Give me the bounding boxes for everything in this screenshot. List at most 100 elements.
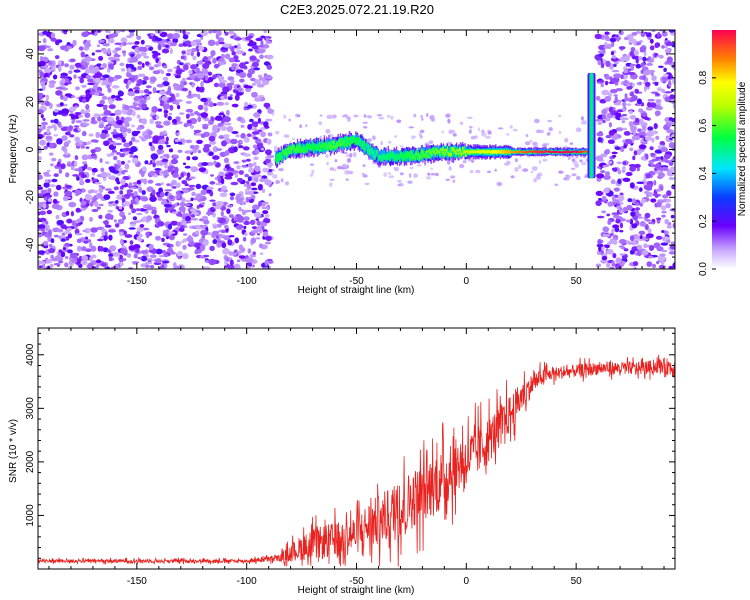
noise-speck — [47, 198, 53, 202]
noise-speck — [249, 118, 254, 123]
band-cell — [315, 146, 317, 149]
noise-speck — [160, 70, 165, 75]
band-cell — [336, 141, 338, 146]
noise-speck — [197, 116, 202, 123]
noise-speck — [43, 182, 50, 188]
noise-speck — [251, 83, 256, 86]
noise-speck — [114, 53, 119, 58]
noise-speck — [184, 40, 191, 45]
noise-speck — [223, 134, 230, 138]
noise-speck — [149, 170, 156, 176]
band-cell — [404, 153, 406, 159]
noise-speck — [611, 228, 615, 234]
band-cell — [329, 139, 332, 148]
noise-speck — [164, 164, 169, 169]
band-cell — [455, 152, 457, 158]
noise-speck — [242, 201, 246, 206]
noise-speck — [607, 219, 612, 225]
noise-speck — [172, 37, 179, 44]
band-cell — [490, 150, 492, 154]
noise-speck — [668, 80, 672, 86]
noise-speck — [43, 172, 50, 175]
noise-speck — [69, 64, 75, 70]
band-cell — [464, 150, 466, 155]
noise-speck — [54, 55, 60, 60]
band-cell — [453, 149, 455, 154]
band-cell — [527, 150, 529, 153]
noise-speck — [184, 183, 189, 187]
noise-speck — [174, 75, 181, 79]
noise-speck — [224, 102, 229, 106]
noise-speck — [164, 208, 169, 213]
noise-speck — [53, 134, 59, 137]
noise-speck — [203, 106, 209, 112]
noise-speck — [183, 203, 191, 207]
noise-speck — [103, 235, 107, 242]
noise-speck — [102, 74, 110, 79]
band-cell — [355, 141, 357, 145]
band-cell — [494, 150, 496, 154]
band-cell — [440, 148, 442, 152]
noise-speck — [45, 259, 50, 264]
scatter-speck — [468, 158, 472, 162]
noise-speck — [194, 144, 200, 150]
scatter-speck — [275, 180, 280, 184]
noise-speck — [636, 41, 642, 46]
noise-speck — [152, 87, 157, 94]
band-cell — [345, 143, 347, 147]
noise-speck — [173, 66, 178, 70]
band-cell — [298, 143, 300, 148]
noise-speck — [618, 46, 626, 50]
noise-speck — [229, 94, 233, 97]
noise-speck — [224, 31, 229, 36]
noise-speck — [260, 147, 265, 151]
noise-speck — [141, 216, 148, 222]
noise-speck — [78, 166, 83, 173]
noise-speck — [91, 116, 96, 122]
noise-speck — [613, 214, 620, 219]
noise-speck — [251, 187, 258, 191]
noise-speck — [637, 128, 642, 133]
noise-speck — [258, 243, 264, 249]
noise-speck — [39, 71, 45, 78]
noise-speck — [179, 138, 185, 143]
band-cell — [384, 150, 386, 156]
scatter-speck — [376, 113, 383, 117]
band-cell — [381, 155, 383, 160]
noise-speck — [231, 64, 235, 71]
band-cell — [292, 144, 295, 147]
band-cell — [364, 139, 366, 150]
noise-speck — [651, 137, 655, 143]
noise-speck — [231, 252, 238, 256]
noise-speck — [48, 60, 53, 65]
noise-speck — [145, 264, 150, 269]
band-cell — [470, 149, 472, 154]
noise-speck — [149, 264, 155, 269]
noise-speck — [157, 221, 165, 227]
noise-speck — [188, 90, 192, 97]
noise-speck — [184, 150, 193, 154]
noise-speck — [210, 50, 216, 57]
noise-speck — [64, 82, 69, 86]
noise-speck — [168, 112, 173, 116]
noise-speck — [146, 186, 154, 192]
band-cell — [388, 153, 390, 159]
noise-speck — [136, 226, 144, 232]
noise-speck — [162, 198, 167, 202]
noise-speck — [662, 73, 669, 78]
band-cell — [275, 158, 277, 162]
scatter-speck — [342, 164, 348, 168]
noise-speck — [95, 131, 100, 139]
noise-speck — [182, 253, 189, 260]
noise-speck — [191, 47, 197, 53]
scatter-speck — [546, 132, 551, 136]
noise-speck — [224, 53, 231, 60]
noise-speck — [169, 48, 173, 55]
noise-speck — [68, 201, 77, 208]
noise-speck — [112, 149, 117, 153]
noise-speck — [248, 48, 253, 52]
band-cell — [518, 151, 521, 153]
noise-speck — [149, 66, 155, 71]
noise-speck — [222, 43, 230, 48]
noise-speck — [232, 170, 239, 174]
